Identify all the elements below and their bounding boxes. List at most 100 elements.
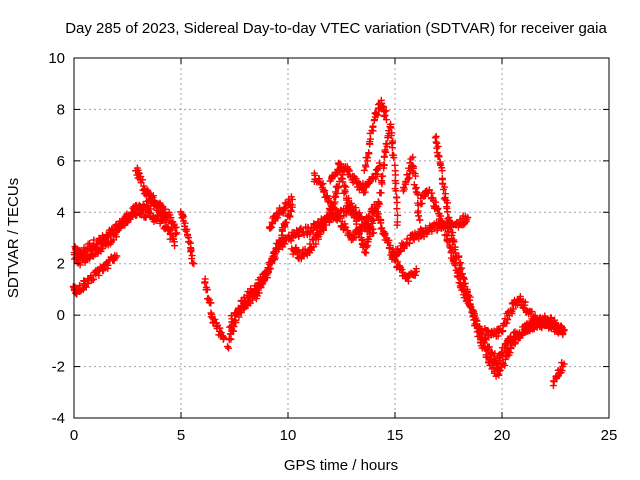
data-point xyxy=(282,219,290,227)
data-point xyxy=(378,102,386,110)
data-point xyxy=(183,230,191,238)
data-point xyxy=(76,261,84,269)
data-point xyxy=(466,300,474,308)
data-point xyxy=(348,202,356,210)
data-point xyxy=(178,211,186,219)
data-point xyxy=(286,213,294,221)
data-point xyxy=(488,359,496,367)
data-point xyxy=(415,212,423,220)
x-tick-label: 5 xyxy=(177,427,185,444)
data-point xyxy=(319,180,327,188)
data-point xyxy=(332,208,340,216)
data-point xyxy=(435,153,443,161)
data-point xyxy=(370,229,378,237)
data-point xyxy=(130,205,138,213)
data-point xyxy=(369,122,377,130)
data-point xyxy=(377,96,385,104)
data-point xyxy=(501,361,509,369)
data-point xyxy=(439,179,447,187)
data-point xyxy=(448,222,456,230)
data-point xyxy=(434,142,442,150)
data-point xyxy=(334,184,342,192)
data-point xyxy=(189,259,197,267)
data-point xyxy=(345,167,353,175)
data-point xyxy=(377,219,385,227)
data-point xyxy=(360,166,368,174)
data-point xyxy=(470,312,478,320)
data-point xyxy=(349,206,357,214)
data-point xyxy=(388,129,396,137)
y-axis-label: SDTVAR / TECUs xyxy=(5,178,22,298)
data-point xyxy=(322,221,330,229)
data-point xyxy=(380,152,388,160)
data-point xyxy=(382,107,390,115)
data-point xyxy=(431,134,439,142)
data-point xyxy=(217,329,225,337)
data-point xyxy=(418,199,426,207)
data-point xyxy=(496,366,504,374)
data-point xyxy=(190,260,198,268)
data-point xyxy=(378,224,386,232)
data-point xyxy=(337,165,345,173)
data-point xyxy=(438,167,446,175)
y-tick-label: 6 xyxy=(57,153,65,170)
x-tick-label: 20 xyxy=(494,427,511,444)
data-point xyxy=(412,267,420,275)
data-point xyxy=(260,277,268,285)
data-point xyxy=(393,221,401,229)
data-point xyxy=(458,264,466,272)
data-point xyxy=(393,205,401,213)
data-point xyxy=(229,327,237,335)
data-point xyxy=(518,329,526,337)
plot-frame xyxy=(73,57,610,419)
data-point xyxy=(377,189,385,197)
data-point xyxy=(409,153,417,161)
data-point xyxy=(366,225,374,233)
x-tick-label: 10 xyxy=(280,427,297,444)
data-point xyxy=(458,270,466,278)
data-point xyxy=(382,148,390,156)
data-point xyxy=(345,194,353,202)
data-point xyxy=(223,343,231,351)
data-point xyxy=(161,212,169,220)
data-point xyxy=(465,292,473,300)
data-point xyxy=(104,261,112,269)
data-point xyxy=(361,188,369,196)
y-tick-label: -2 xyxy=(52,359,65,376)
x-tick-label: 15 xyxy=(387,427,404,444)
data-point xyxy=(451,262,459,270)
x-tick-label: 0 xyxy=(70,427,78,444)
data-point xyxy=(394,211,402,219)
data-point xyxy=(341,188,349,196)
data-point xyxy=(211,315,219,323)
data-point xyxy=(451,249,459,257)
data-point xyxy=(369,216,377,224)
data-point xyxy=(112,233,120,241)
data-point xyxy=(216,324,224,332)
data-point xyxy=(306,240,314,248)
data-point xyxy=(367,135,375,143)
data-point xyxy=(403,235,411,243)
data-point xyxy=(167,214,175,222)
data-point xyxy=(82,283,90,291)
data-point xyxy=(356,226,364,234)
grid xyxy=(74,58,609,418)
data-point xyxy=(321,187,329,195)
y-tick-label: -4 xyxy=(52,410,65,427)
data-point xyxy=(481,344,489,352)
data-point xyxy=(464,213,472,221)
data-point xyxy=(466,293,474,301)
data-point xyxy=(335,212,343,220)
data-point xyxy=(440,195,448,203)
data-point xyxy=(509,305,517,313)
data-point xyxy=(383,140,391,148)
data-point xyxy=(352,175,360,183)
data-point xyxy=(312,240,320,248)
data-point xyxy=(362,161,370,169)
data-point xyxy=(319,225,327,233)
data-point xyxy=(393,198,401,206)
y-tick-label: 8 xyxy=(57,101,65,118)
data-point xyxy=(387,120,395,128)
data-point xyxy=(188,252,196,260)
